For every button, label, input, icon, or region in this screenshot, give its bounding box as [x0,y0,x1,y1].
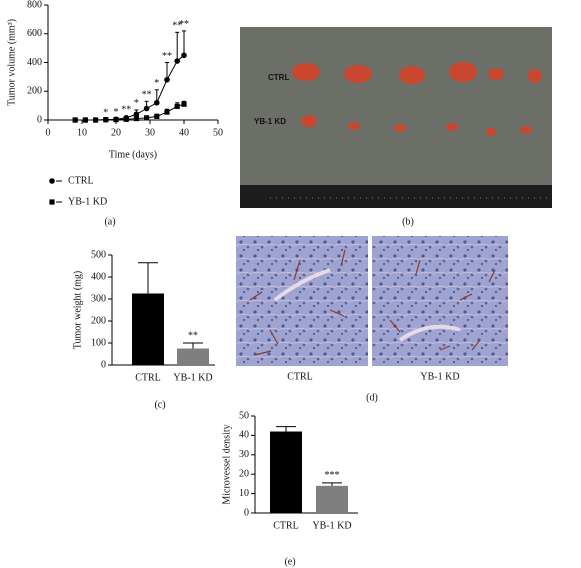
panel-label: (c) [154,399,165,410]
marker [144,115,150,121]
y-tick-label: 800 [27,0,42,10]
x-tick-label: CTRL [273,520,299,531]
y-tick-label: 0 [244,507,249,518]
x-tick-label: YB-1 KD [312,520,351,531]
significance: ** [172,21,182,32]
panel-label: (e) [284,556,295,567]
y-axis-label: Microvessel density [221,424,232,504]
marker [93,117,99,123]
bar [270,431,302,513]
x-axis-label: Time (days) [109,149,157,160]
panel-label: (a) [104,216,115,227]
x-tick-label: 20 [111,127,121,138]
y-tick-label: 50 [239,410,249,421]
x-tick-label: 40 [179,127,189,138]
marker [133,115,139,122]
x-tick-label: 10 [77,127,87,138]
micrographs [236,236,508,366]
y-axis-label: Tumor weight (mg) [72,271,83,350]
photo-label: YB-1 KD [420,371,459,382]
y-tick-label: 0 [101,359,106,370]
y-tick-label: 100 [91,337,106,348]
significance: *** [325,470,340,481]
y-tick-label: 600 [27,28,42,39]
marker [133,111,140,118]
tumor-photo: CTRL YB-1 KD [240,27,552,208]
significance: * [154,78,159,89]
significance: ** [121,105,131,116]
x-tick-label: 50 [213,127,223,138]
legend-label: CTRL [68,175,94,186]
marker [154,113,160,120]
y-tick-label: 200 [91,315,106,326]
marker [113,116,119,123]
significance: * [134,98,139,109]
y-tick-label: 30 [239,449,249,460]
legend-label: YB-1 KD [68,196,107,207]
marker [143,105,150,112]
y-tick-label: 20 [239,468,249,479]
marker [174,103,180,109]
y-tick-label: 200 [27,86,42,97]
marker [123,116,129,122]
significance: * [114,107,119,118]
marker [103,117,109,123]
photo-label: YB-1 KD [254,117,286,126]
marker [181,52,187,59]
panel-label: (b) [402,216,414,227]
significance: * [103,108,108,119]
significance: ** [188,330,198,341]
marker [164,109,170,115]
x-tick-label: CTRL [135,372,161,383]
photo-label: CTRL [287,371,313,382]
marker [164,76,170,83]
marker [72,117,78,123]
y-tick-label: 0 [37,114,42,125]
photo-label: CTRL [268,73,289,82]
y-axis-label: Tumor volume (mm³) [6,19,17,106]
significance: ** [179,19,189,30]
significance: ** [142,90,152,101]
y-tick-label: 300 [91,293,106,304]
y-tick-label: 10 [239,488,249,499]
y-tick-label: 500 [91,249,106,260]
marker [154,99,160,106]
y-tick-label: 40 [239,430,249,441]
marker [181,101,187,107]
y-tick-label: 400 [91,271,106,282]
x-tick-label: 0 [46,127,51,138]
bar [177,348,209,365]
bar [316,485,348,513]
panel-label: (d) [366,392,378,403]
legend-marker [49,199,55,205]
y-tick-label: 400 [27,57,42,68]
x-tick-label: 30 [145,127,155,138]
bar [132,293,164,365]
x-tick-label: YB-1 KD [173,372,212,383]
significance: ** [162,51,172,62]
legend-marker [49,178,55,184]
marker [174,58,180,64]
marker [82,117,88,123]
